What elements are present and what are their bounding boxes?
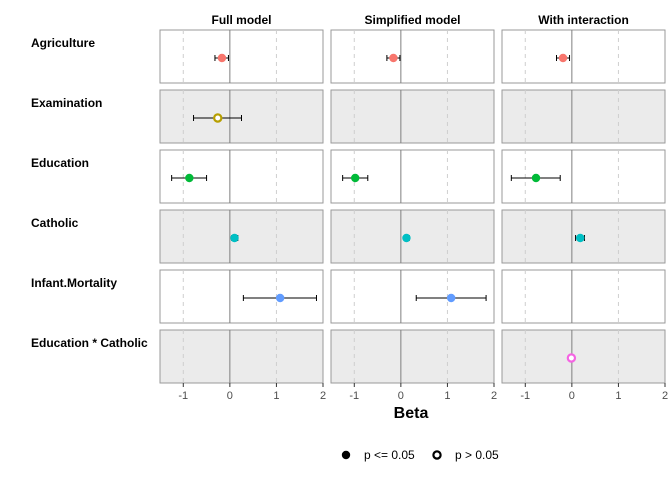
x-tick-label: 0 bbox=[569, 390, 575, 402]
point-catholic-simplified-model bbox=[402, 233, 411, 243]
point-infant-mortality-simplified-model bbox=[446, 293, 456, 303]
row-labels: Agriculture Examination Education Catholic I… bbox=[31, 36, 148, 350]
column-title-simplified-model: Simplified model bbox=[364, 13, 460, 27]
legend: p <= 0.05 p > 0.05 bbox=[341, 448, 499, 462]
panel-infant-mortality-with-interaction bbox=[501, 269, 666, 324]
x-tick-label: -1 bbox=[178, 390, 188, 402]
row-label-education: Education bbox=[31, 156, 89, 170]
panel-infant-mortality-full-model bbox=[159, 269, 324, 324]
x-tick-label: 0 bbox=[398, 390, 404, 402]
x-tick-label: 1 bbox=[615, 390, 621, 402]
point-education-catholic-with-interaction bbox=[566, 353, 577, 363]
row-label-agriculture: Agriculture bbox=[31, 36, 95, 50]
x-tick-label: -1 bbox=[520, 390, 530, 402]
legend-key-open-circle bbox=[432, 450, 442, 460]
panel-agriculture-simplified-model bbox=[330, 29, 495, 84]
row-label-infant-mortality: Infant.Mortality bbox=[31, 276, 117, 290]
column-title-with-interaction: With interaction bbox=[538, 13, 629, 27]
x-tick-label: 1 bbox=[273, 390, 279, 402]
x-axis-label: Beta bbox=[394, 405, 429, 422]
panel-catholic-simplified-model bbox=[330, 209, 495, 264]
panel-education-with-interaction bbox=[501, 149, 666, 204]
panel-catholic-full-model bbox=[159, 209, 324, 264]
point-catholic-with-interaction bbox=[576, 233, 585, 243]
point-education-with-interaction bbox=[531, 173, 541, 183]
legend-key-filled-circle bbox=[341, 450, 351, 460]
facet-panels bbox=[159, 29, 666, 384]
panel-agriculture-full-model bbox=[159, 29, 324, 84]
panel-examination-simplified-model bbox=[330, 89, 495, 144]
panel-education-catholic-full-model bbox=[159, 329, 324, 384]
point-examination-full-model bbox=[213, 113, 223, 123]
panel-agriculture-with-interaction bbox=[501, 29, 666, 84]
panel-examination-with-interaction bbox=[501, 89, 666, 144]
point-infant-mortality-full-model bbox=[275, 293, 285, 303]
panel-education-full-model bbox=[159, 149, 324, 204]
x-tick-label: -1 bbox=[349, 390, 359, 402]
legend-label: p > 0.05 bbox=[455, 448, 499, 462]
legend-label: p <= 0.05 bbox=[364, 448, 415, 462]
column-titles: Full model Simplified model With interacti… bbox=[212, 13, 629, 27]
row-label-catholic: Catholic bbox=[31, 216, 79, 230]
x-axes: -1 0 1 2 -1 0 1 2 -1 0 1 2 bbox=[178, 383, 668, 402]
panel-education-catholic-with-interaction bbox=[501, 329, 666, 384]
x-tick-label: 1 bbox=[444, 390, 450, 402]
point-catholic-full-model bbox=[230, 233, 239, 243]
panel-education-catholic-simplified-model bbox=[330, 329, 495, 384]
x-tick-label: 2 bbox=[491, 390, 497, 402]
x-tick-label: 0 bbox=[227, 390, 233, 402]
x-tick-label: 2 bbox=[320, 390, 326, 402]
point-agriculture-simplified-model bbox=[389, 53, 398, 63]
point-education-full-model bbox=[185, 173, 194, 183]
point-agriculture-with-interaction bbox=[558, 53, 568, 63]
x-tick-label: 2 bbox=[662, 390, 668, 402]
row-label-examination: Examination bbox=[31, 96, 102, 110]
point-agriculture-full-model bbox=[217, 53, 227, 63]
point-education-simplified-model bbox=[351, 173, 360, 183]
row-label-education-catholic: Education * Catholic bbox=[31, 336, 148, 350]
panel-infant-mortality-simplified-model bbox=[330, 269, 495, 324]
column-title-full-model: Full model bbox=[212, 13, 272, 27]
